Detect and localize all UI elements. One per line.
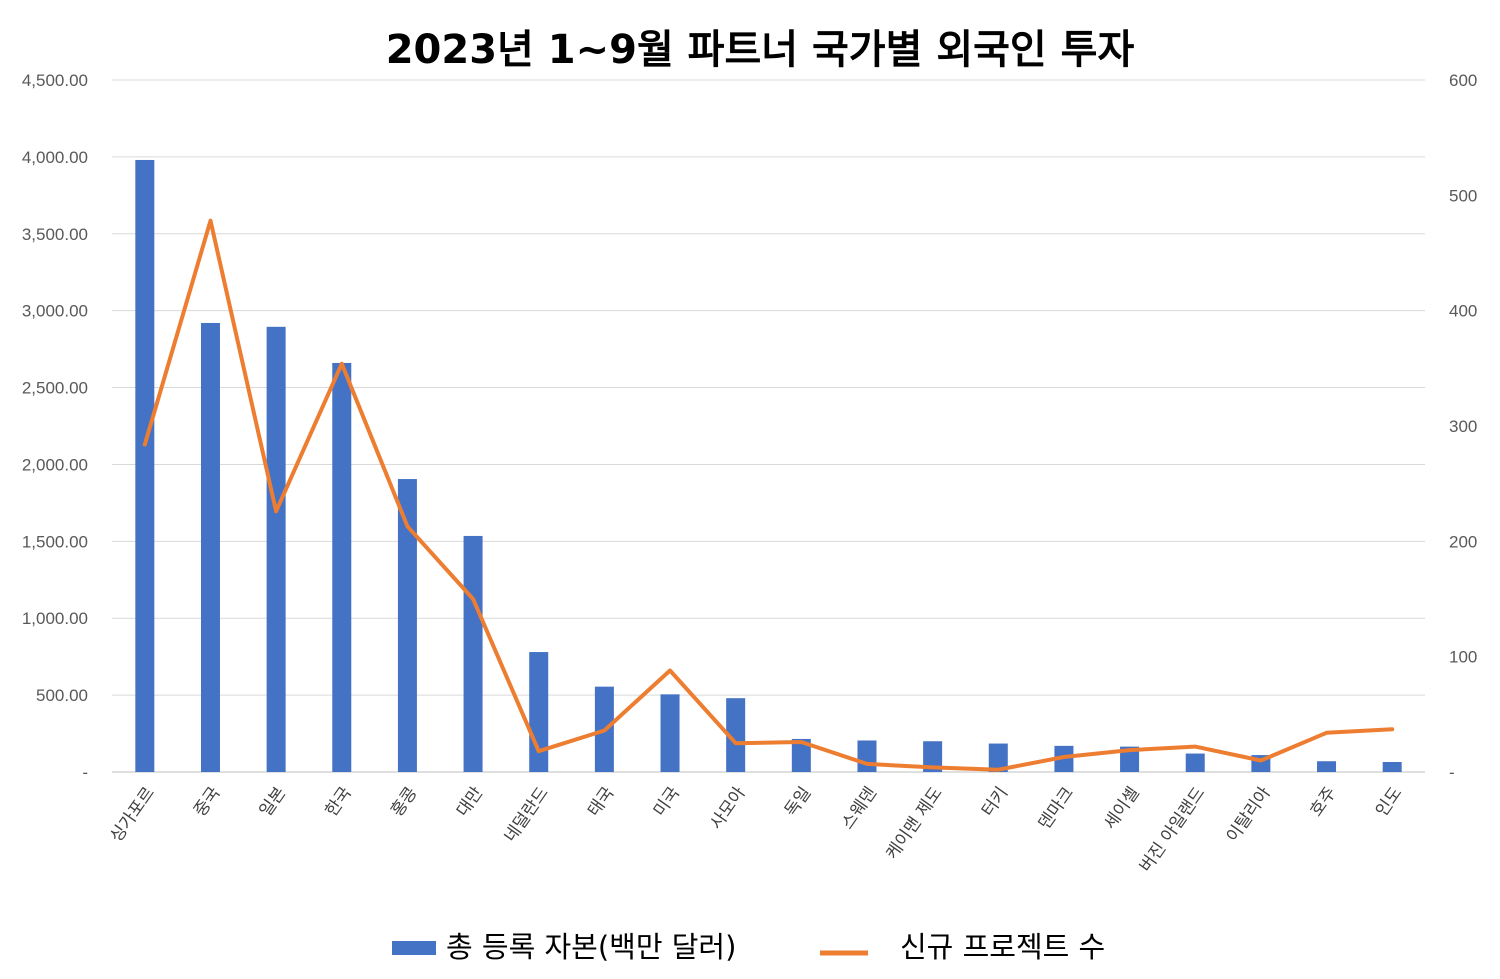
line-series <box>142 218 1395 772</box>
bar <box>857 740 877 772</box>
category-label: 터키 <box>978 783 1012 820</box>
right-tick-label: 400 <box>1449 302 1477 321</box>
bar <box>332 362 352 772</box>
left-axis-ticks: - 500.00 1,000.00 1,500.00 2,000.00 2,500.00 3… <box>22 71 88 782</box>
category-label: 태국 <box>584 783 618 820</box>
left-tick-label: 3,000.00 <box>22 302 88 321</box>
chart-title: 2023년 1~9월 파트너 국가별 외국인 투자 <box>386 27 1135 73</box>
left-tick-label: 4,000.00 <box>22 148 88 167</box>
bar <box>791 738 811 772</box>
left-tick-label: 1,000.00 <box>22 609 88 628</box>
category-label: 호주 <box>1306 783 1340 820</box>
bar <box>1185 753 1205 772</box>
legend: 총 등록 자본(백만 달러) 신규 프로젝트 수 <box>392 930 1105 964</box>
bar <box>397 479 417 772</box>
left-tick-label: 3,500.00 <box>22 225 88 244</box>
right-tick-label: - <box>1449 763 1455 782</box>
bar <box>1317 761 1337 772</box>
category-label: 중국 <box>190 783 224 820</box>
category-label: 독일 <box>781 783 815 820</box>
bar <box>1382 762 1402 772</box>
left-tick-label: 500.00 <box>36 686 88 705</box>
category-labels: 싱가포르 중국 일본 한국 홍콩 대만 네덜란드 태국 미국 사모아 독일 스웨덴 케이맨 제도 터키 덴마… <box>107 783 1407 876</box>
category-label: 홍콩 <box>387 783 421 820</box>
category-label: 한국 <box>322 783 356 820</box>
bar <box>529 652 549 772</box>
category-label: 네덜란드 <box>501 783 553 846</box>
legend-bar-swatch <box>392 941 436 955</box>
bar <box>726 698 746 772</box>
bar <box>1120 746 1140 772</box>
bar <box>463 535 483 772</box>
series-line <box>142 218 1395 772</box>
bar <box>660 694 680 772</box>
bar-series <box>135 159 1402 772</box>
left-tick-label: - <box>82 763 88 782</box>
category-label: 케이맨 제도 <box>882 783 946 863</box>
right-axis-ticks: - 100 200 300 400 500 600 <box>1449 71 1477 782</box>
legend-line-label: 신규 프로젝트 수 <box>900 930 1105 964</box>
right-tick-label: 200 <box>1449 532 1477 551</box>
gridlines <box>112 79 1425 773</box>
bar <box>923 741 943 772</box>
left-tick-label: 2,000.00 <box>22 455 88 474</box>
left-tick-label: 1,500.00 <box>22 532 88 551</box>
category-label: 사모아 <box>706 783 750 833</box>
category-label: 미국 <box>650 783 684 820</box>
bar <box>266 326 286 772</box>
category-label: 스웨덴 <box>838 783 881 833</box>
right-tick-label: 300 <box>1449 417 1477 436</box>
bar <box>135 159 155 772</box>
right-tick-label: 100 <box>1449 648 1477 667</box>
category-label: 이탈리아 <box>1223 783 1275 846</box>
left-tick-label: 4,500.00 <box>22 71 88 90</box>
bar <box>200 322 220 772</box>
category-label: 인도 <box>1372 783 1406 820</box>
category-label: 일본 <box>256 783 290 820</box>
bar <box>988 743 1008 772</box>
category-label: 덴마크 <box>1035 783 1078 833</box>
category-label: 버진 아일랜드 <box>1136 783 1209 876</box>
legend-bar-label: 총 등록 자본(백만 달러) <box>446 930 736 964</box>
right-tick-label: 600 <box>1449 71 1477 90</box>
category-label: 싱가포르 <box>107 783 159 846</box>
right-tick-label: 500 <box>1449 186 1477 205</box>
left-tick-label: 2,500.00 <box>22 379 88 398</box>
category-label: 대만 <box>453 783 488 820</box>
category-label: 세이셸 <box>1100 783 1143 833</box>
